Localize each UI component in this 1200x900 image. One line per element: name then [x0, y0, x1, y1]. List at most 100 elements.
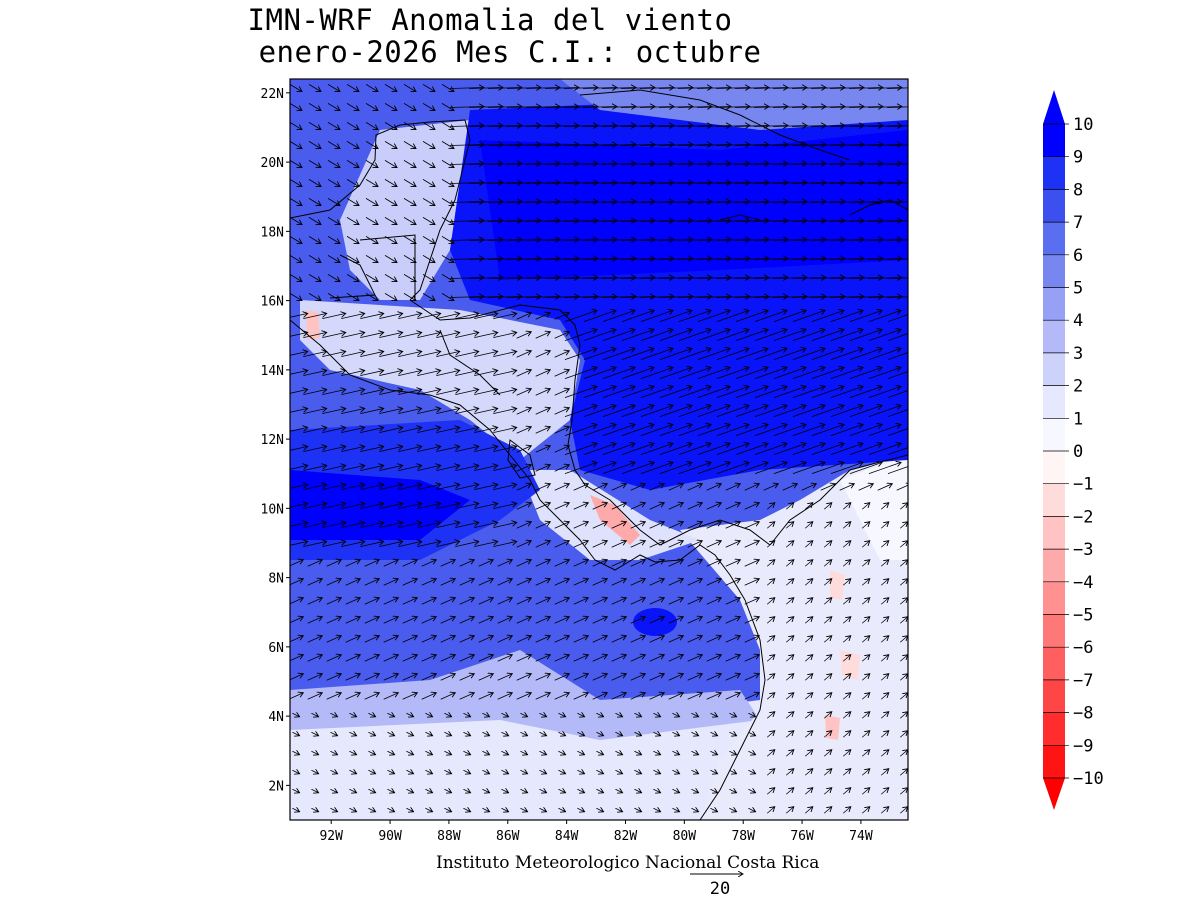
wind-vector — [773, 348, 806, 360]
wind-vector — [706, 522, 722, 529]
wind-vector — [649, 674, 665, 681]
wind-vector — [630, 655, 646, 662]
wind-vector — [360, 446, 383, 452]
wind-vector — [744, 579, 760, 586]
wind-vector — [592, 522, 608, 529]
wind-vector — [716, 424, 749, 436]
wind-vector — [706, 617, 722, 624]
wind-vector — [303, 484, 326, 490]
wind-vector — [449, 258, 484, 259]
wind-vector — [441, 160, 454, 167]
wind-vector — [468, 125, 503, 126]
colorbar-label: −9 — [1073, 736, 1093, 756]
wind-vector — [345, 617, 361, 624]
colorbar-max-arrow — [1043, 90, 1065, 124]
map-title-line1: IMN-WRF Anomalia del viento — [247, 3, 733, 37]
wind-vector — [582, 182, 617, 183]
wind-vector — [535, 332, 551, 339]
wind-vector — [592, 541, 608, 548]
wind-vector — [602, 443, 635, 455]
wind-vector — [308, 293, 321, 300]
wind-vector — [754, 405, 787, 417]
wind-vector — [620, 239, 655, 240]
colorbar-label: −10 — [1073, 769, 1104, 789]
colorbar-label: 0 — [1073, 442, 1083, 462]
wind-vector — [322, 427, 345, 433]
wind-vector — [886, 106, 908, 108]
wind-vector — [678, 329, 711, 341]
wind-vector — [516, 522, 532, 529]
wind-vector — [384, 217, 397, 224]
wind-vector — [842, 636, 851, 643]
wind-vector — [573, 598, 589, 605]
colorbar-label: −5 — [1073, 606, 1093, 626]
wind-vector — [402, 617, 418, 624]
wind-vector — [346, 84, 359, 91]
wind-vector — [346, 274, 359, 281]
wind-vector — [792, 329, 825, 341]
wind-vector — [621, 405, 654, 417]
wind-vector — [398, 332, 421, 338]
wind-vector — [364, 674, 380, 681]
wind-vector — [848, 106, 883, 107]
wind-vector — [849, 329, 882, 341]
wind-vector — [830, 424, 863, 436]
wind-vector — [384, 198, 397, 205]
wind-vector — [649, 541, 665, 548]
wind-vector — [829, 87, 864, 88]
wind-vector — [554, 465, 570, 472]
wind-vector — [735, 329, 768, 341]
wind-vector — [421, 655, 437, 662]
wind-vector — [706, 598, 722, 605]
wind-vector — [398, 370, 421, 376]
wind-vector — [677, 258, 712, 259]
wind-vector — [440, 579, 456, 586]
wind-vector — [735, 348, 768, 360]
wind-vector — [474, 408, 497, 414]
wind-vector — [493, 465, 516, 471]
wind-vector — [384, 274, 397, 281]
wind-vector — [582, 87, 617, 88]
wind-vector — [754, 443, 787, 455]
wind-vector — [398, 351, 421, 357]
wind-vector — [468, 163, 503, 164]
wind-vector — [554, 370, 570, 377]
wind-vector — [639, 87, 674, 88]
wind-vector — [441, 84, 454, 91]
wind-vector — [402, 560, 418, 567]
wind-vector — [659, 443, 692, 455]
wind-vector — [899, 503, 908, 510]
wind-vector — [830, 348, 863, 360]
wind-vector — [497, 674, 513, 681]
wind-vector — [823, 579, 832, 586]
wind-vector — [564, 310, 597, 322]
wind-vector — [753, 106, 788, 107]
wind-vector — [544, 163, 579, 164]
wind-vector — [516, 541, 532, 548]
wind-vector — [785, 598, 794, 605]
wind-vector — [563, 201, 598, 202]
wind-vector — [516, 560, 532, 567]
wind-vector — [583, 348, 616, 360]
wind-vector — [516, 332, 532, 339]
wind-vector — [602, 424, 635, 436]
wind-vector — [715, 163, 750, 164]
wind-vector — [640, 424, 673, 436]
wind-vector — [487, 296, 522, 297]
wind-vector — [810, 163, 845, 164]
wind-vector — [535, 579, 551, 586]
wind-vector — [706, 655, 722, 662]
wind-vector — [659, 329, 692, 341]
wind-vector — [744, 636, 760, 643]
wind-vector — [449, 163, 484, 164]
colorbar-label: 6 — [1073, 246, 1083, 266]
wind-vector — [829, 163, 864, 164]
wind-vector — [582, 201, 617, 202]
wind-vector — [887, 333, 908, 341]
colorbar-label: 10 — [1073, 115, 1093, 135]
wind-vector — [630, 503, 646, 510]
wind-vector — [785, 503, 794, 510]
wind-vector — [573, 636, 589, 643]
wind-vector — [753, 87, 788, 88]
